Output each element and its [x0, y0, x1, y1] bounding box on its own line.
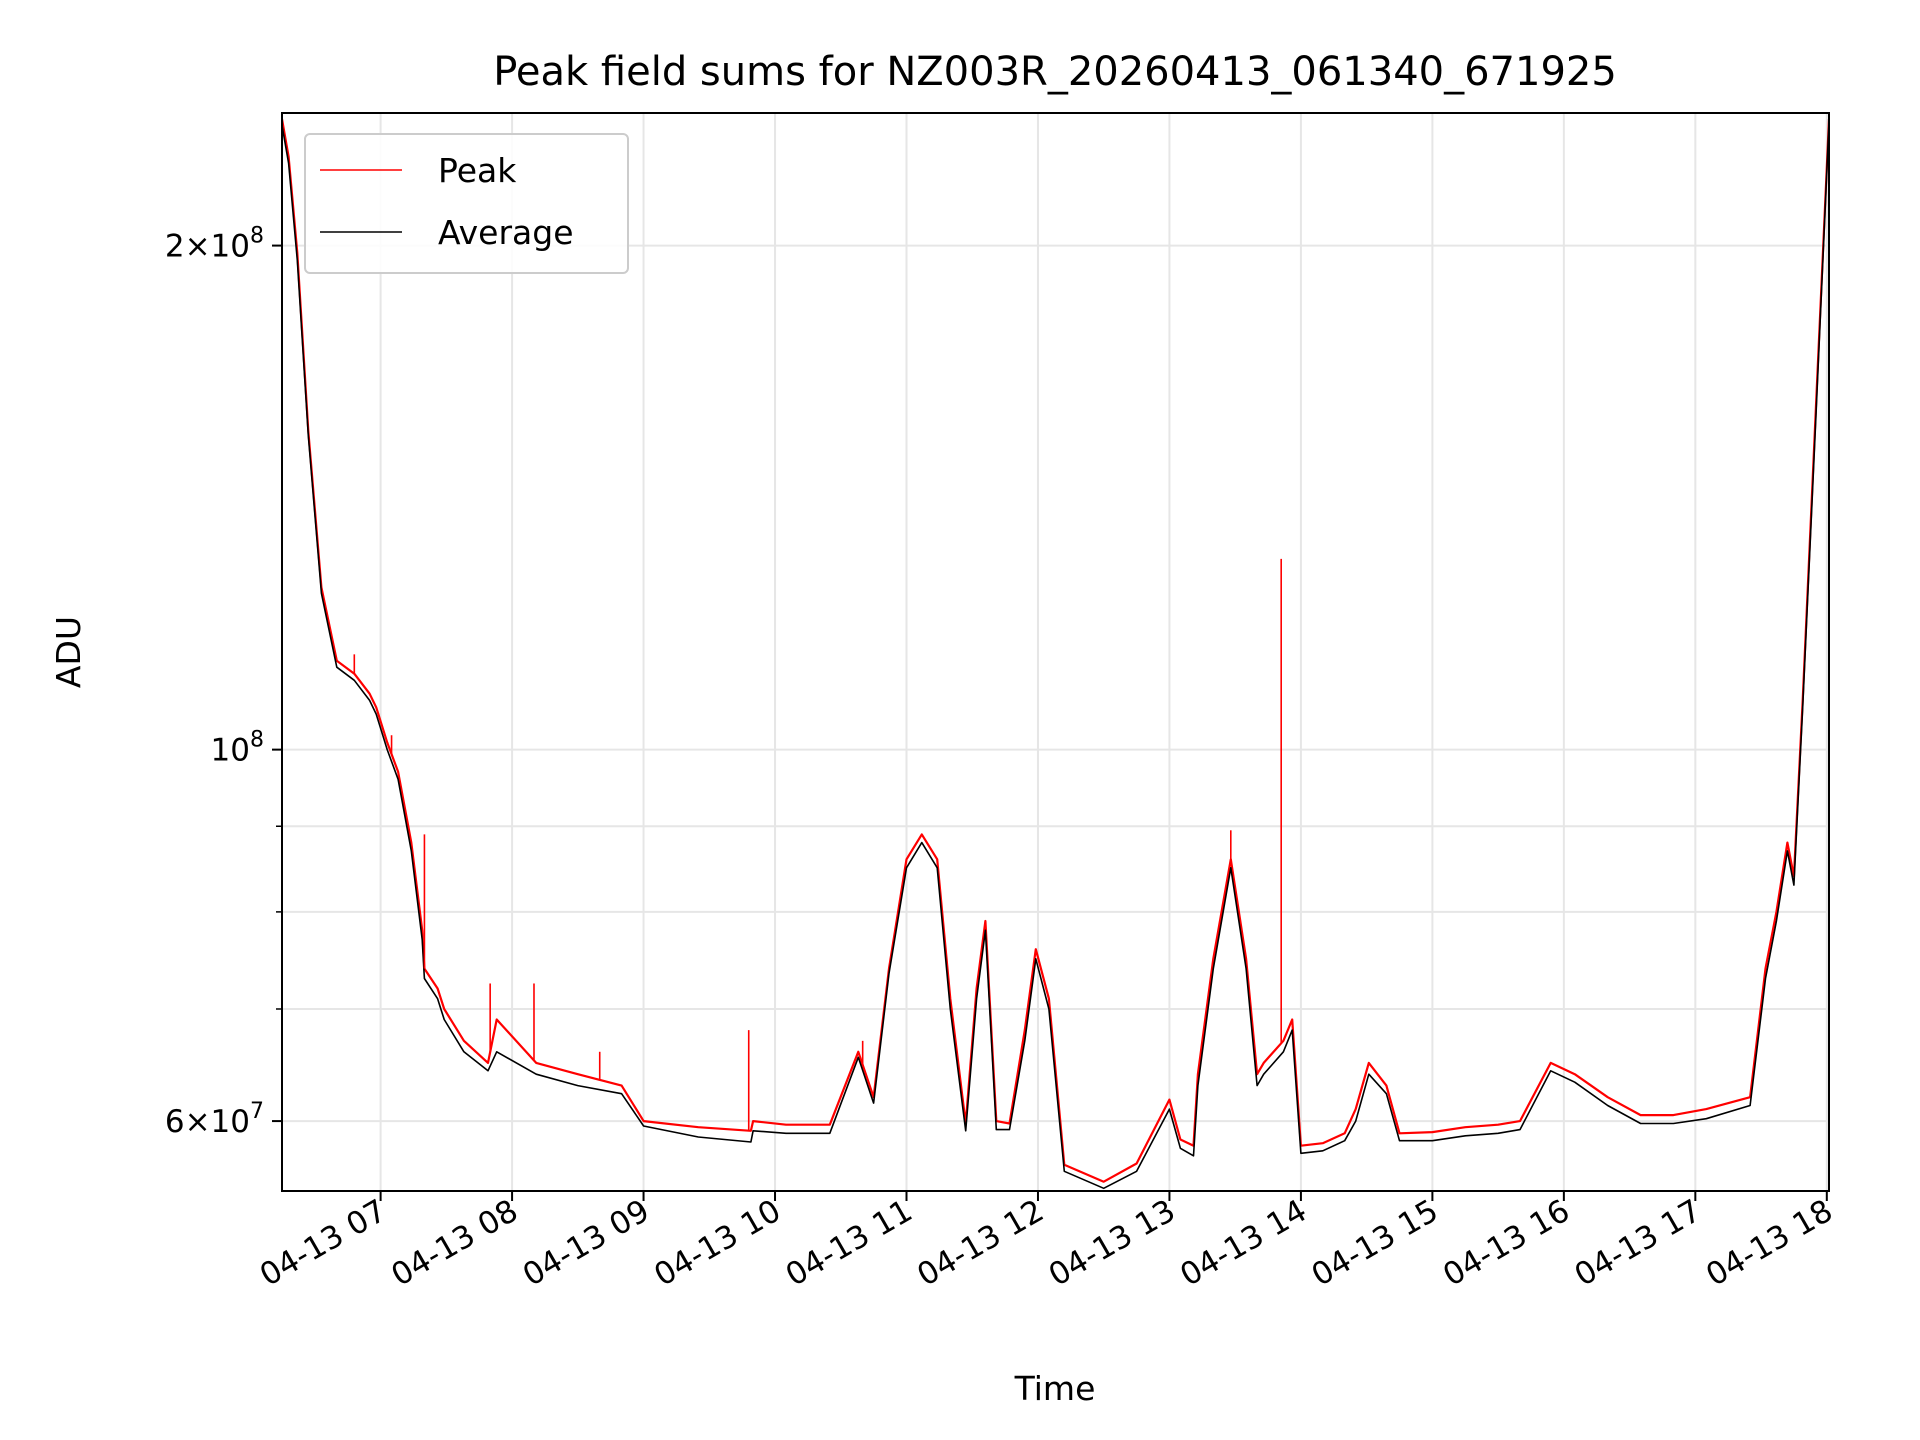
y-tick-label: 6×107: [165, 1099, 264, 1140]
series-line-peak: [282, 118, 1829, 1183]
series-line-average: [282, 122, 1829, 1190]
x-axis-title: Time: [1014, 1369, 1096, 1408]
y-tick-label: 108: [211, 728, 264, 769]
series-layer: [282, 118, 1829, 1190]
plot-area: [282, 118, 1829, 1190]
grid: [282, 113, 1829, 1191]
plot-frame: [281, 112, 1830, 1192]
chart-title: Peak field sums for NZ003R_20260413_0613…: [493, 49, 1617, 95]
legend: Peak Average: [304, 133, 629, 274]
y-tick-label: 2×108: [165, 224, 264, 265]
legend-box: [304, 133, 629, 274]
legend-label-peak: Peak: [438, 151, 517, 190]
legend-label-average: Average: [438, 213, 574, 252]
y-axis-title: ADU: [49, 616, 88, 688]
y-axis: 6×107 108 2×108: [165, 224, 282, 1140]
